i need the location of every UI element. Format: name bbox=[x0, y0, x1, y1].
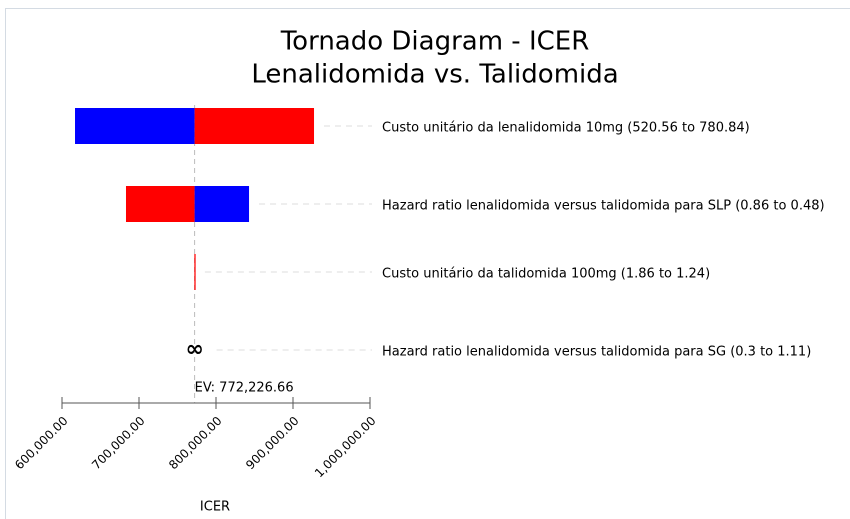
bar bbox=[75, 108, 195, 144]
category-label: Custo unitário da talidomida 100mg (1.86… bbox=[382, 267, 710, 282]
category-label: Hazard ratio lenalidomida versus talidom… bbox=[382, 345, 811, 360]
chart-title: Tornado Diagram - ICER bbox=[280, 27, 590, 57]
category-label: Hazard ratio lenalidomida versus talidom… bbox=[382, 199, 825, 214]
ev-label: EV: 772,226.66 bbox=[195, 381, 294, 396]
bar bbox=[194, 186, 250, 222]
data-label: ∞ bbox=[185, 337, 203, 362]
category-label: Custo unitário da lenalidomida 10mg (520… bbox=[382, 121, 750, 136]
bar bbox=[125, 186, 195, 222]
bar bbox=[194, 108, 315, 144]
bar bbox=[194, 254, 196, 290]
chart-frame bbox=[5, 8, 850, 519]
x-axis-label: ICER bbox=[200, 500, 230, 515]
chart-title: Lenalidomida vs. Talidomida bbox=[251, 60, 618, 90]
